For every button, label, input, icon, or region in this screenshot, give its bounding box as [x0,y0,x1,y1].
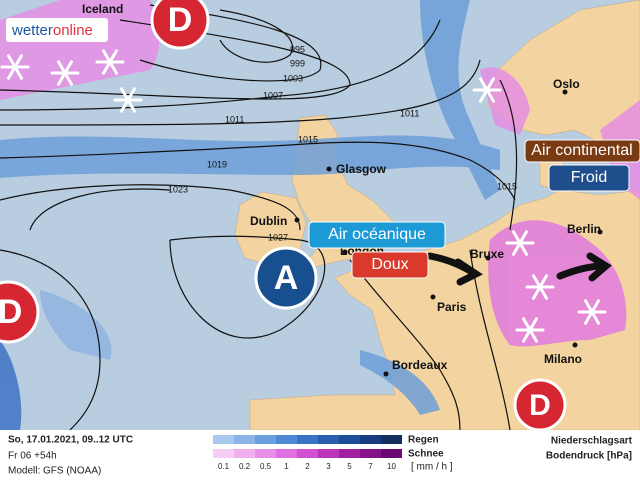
legend-swatch [213,449,234,458]
snowflake [113,87,143,113]
legend-swatch [276,449,297,458]
legend-swatch [339,449,360,458]
legend-scale-label: 1 [284,462,289,471]
isobar-label: 1011 [400,108,419,118]
arrows [426,252,612,286]
pressure-center: D [513,378,567,432]
snowflake [50,60,80,86]
logo-box [6,18,108,42]
pressure-label: D [168,1,193,39]
city-label: Oslo [553,77,580,91]
legend-pressure-title: Bodendruck [hPa] [546,451,632,462]
pressure-label: A [274,259,299,297]
legend-scale-label: 3 [326,462,331,471]
isobar-label: 1019 [207,159,227,169]
annotation: Froid [571,169,607,186]
snowflake-arm [57,60,73,86]
legend-swatch [297,449,318,458]
isobar-label: 1015 [298,134,318,144]
legend-swatch [234,435,255,444]
snowflake-arm [512,230,528,256]
city-label: Berlin [567,222,601,236]
snowflake-arm [532,274,548,300]
legend-swatch [360,435,381,444]
city-dots [294,89,603,377]
pressure-label: D [0,293,22,331]
snowflake [577,299,607,325]
annotation: Air continental [531,142,632,159]
legend: 0.1 0.2 0.5 1 2 3 5 7 10 [213,435,402,471]
pressure-center: A [254,246,318,310]
legend-swatch [318,435,339,444]
legend-scale-label: 0.5 [260,462,272,471]
legend-scale-label: 7 [368,462,373,471]
snowflake-arm [584,299,600,325]
city-label: Paris [437,300,467,314]
pressure-center: D [0,280,40,344]
snowflake-arm [102,49,118,75]
snowflake [525,274,555,300]
legend-swatch [339,435,360,444]
snowflake [472,77,502,103]
snowflake [95,49,125,75]
footer-date: So, 17.01.2021, 09..12 UTC [8,435,133,446]
isobar-label: 1003 [283,73,303,83]
isobar-label: 1007 [263,90,283,100]
annotation-box [351,251,429,279]
isobar-label: 995 [290,44,305,54]
annotation-box [548,164,630,192]
annotation: Doux [371,256,408,273]
isobar-label: 1027 [268,232,288,242]
legend-swatch [297,435,318,444]
city-label: Glasgow [336,162,387,176]
legend-rain: Regen [408,435,439,446]
legend-scale-label: 10 [387,462,396,471]
city-label: Bordeaux [392,358,448,372]
logo-part: wetter [11,22,53,39]
snowflake [515,317,545,343]
footer-model: Modell: GFS (NOAA) [8,466,101,477]
logo-part: online [53,22,93,39]
snowflake [0,54,30,80]
legend-scale-label: 0.2 [239,462,251,471]
isobar-label: 1011 [225,114,244,124]
annotation: Air océanique [328,226,426,243]
snowflakes [0,49,607,343]
city-label: Milano [544,352,582,366]
legend-unit: [ mm / h ] [411,462,453,473]
logo: wetteronline [11,22,93,39]
legend-swatch [234,449,255,458]
legend-swatch [255,435,276,444]
footer-run: Fr 06 +54h [8,451,57,462]
annotation-box [524,139,640,163]
isobar-label: 999 [290,58,305,68]
legend-swatch [213,435,234,444]
city-label: Iceland [82,2,123,16]
annotation-box [308,221,446,249]
isobar-label: 1015 [497,181,517,191]
legend-swatch [318,449,339,458]
snowflake-arm [522,317,538,343]
legend-swatch [255,449,276,458]
snowflake-arm [7,54,23,80]
legend-snow: Schnee [408,449,444,460]
legend-scale-label: 2 [305,462,310,471]
snowflake [505,230,535,256]
city-label: Bruxe [470,247,504,261]
snowflake-arm [120,87,136,113]
pressure-center: D [150,0,210,50]
legend-scale-label: 5 [347,462,352,471]
pressure-label: D [529,389,551,422]
isobar-label: 1023 [168,184,188,194]
legend-swatch [381,449,402,458]
snowflake-arm [479,77,495,103]
legend-swatch [276,435,297,444]
legend-scale-label: 0.1 [218,462,230,471]
legend-swatch [381,435,402,444]
legend-swatch [360,449,381,458]
city-label: Dublin [250,214,287,228]
legend-type-title: Niederschlagsart [551,436,633,447]
